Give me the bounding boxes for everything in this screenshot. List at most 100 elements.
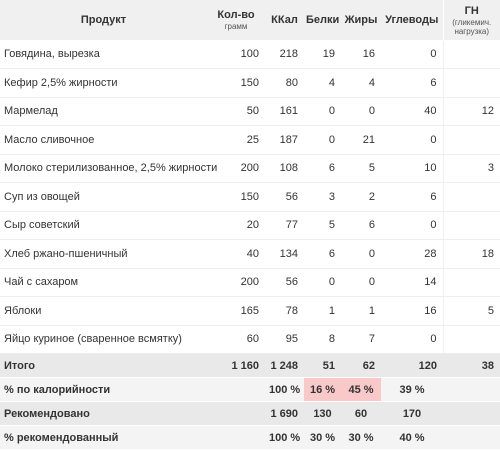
cell-gl: [443, 68, 500, 98]
cell-gl: [443, 182, 500, 212]
table-row: Хлеб ржано-пшеничный 40 134 6 0 28 18: [0, 239, 500, 269]
total-carbs: 120: [381, 353, 443, 378]
cell-protein: 19: [304, 40, 341, 69]
cell-fat: 4: [341, 68, 381, 98]
cell-qty: 150: [207, 182, 265, 212]
cell-kcal: 134: [265, 239, 304, 269]
calorie-pct-label: % по калорийности: [0, 377, 207, 402]
table-row: Яблоки 165 78 1 1 16 5: [0, 296, 500, 326]
product-name: Яйцо куриное (сваренное всмятку): [0, 325, 207, 354]
cell-carbs: 6: [381, 182, 444, 212]
calorie-pct-fat: 45 %: [341, 377, 381, 402]
cell-gl: 18: [443, 239, 500, 269]
recommended-pct-carbs: 40 %: [381, 425, 443, 450]
cell-gl: [443, 40, 500, 69]
cell-carbs: 16: [381, 296, 444, 326]
cell-qty: 200: [207, 154, 265, 183]
table-row: Масло сливочное 25 187 0 21 0: [0, 125, 500, 155]
cell-gl: [443, 125, 500, 155]
total-label: Итого: [0, 353, 207, 378]
table-row: Кефир 2,5% жирности 150 80 4 4 6: [0, 68, 500, 98]
product-name: Масло сливочное: [0, 125, 207, 155]
table-row: Чай с сахаром 200 56 0 0 14: [0, 268, 500, 297]
cell-fat: 7: [341, 325, 381, 354]
header-gl-note: (гликемич. нагрузка): [452, 17, 492, 36]
product-name: Кефир 2,5% жирности: [0, 68, 207, 98]
total-protein: 51: [304, 353, 341, 378]
cell-protein: 8: [304, 325, 341, 354]
cell-qty: 100: [207, 40, 265, 69]
cell-protein: 5: [304, 211, 341, 240]
cell-protein: 6: [304, 239, 341, 269]
recommended-pct-kcal: 100 %: [265, 425, 304, 450]
product-name: Мармелад: [0, 97, 207, 126]
product-name: Хлеб ржано-пшеничный: [0, 239, 207, 269]
recommended-pct-label: % рекомендованный: [0, 425, 207, 450]
cell-fat: 2: [341, 182, 381, 212]
product-name: Говядина, вырезка: [0, 40, 207, 69]
cell-gl: 12: [443, 97, 500, 126]
product-name: Молоко стерилизованное, 2,5% жирности: [0, 154, 217, 183]
cell-protein: 1: [304, 296, 341, 326]
cell-carbs: 10: [381, 154, 444, 183]
calorie-pct-row: % по калорийности 100 % 16 % 45 % 39 %: [0, 377, 500, 402]
cell-protein: 0: [304, 268, 341, 297]
table-row: Сыр советский 20 77 5 6 0: [0, 211, 500, 240]
total-qty: 1 160: [207, 353, 265, 378]
recommended-kcal: 1 690: [265, 401, 304, 426]
cell-qty: 40: [207, 239, 265, 269]
cell-carbs: 0: [381, 40, 444, 69]
cell-fat: 21: [341, 125, 381, 155]
calorie-pct-carbs: 39 %: [381, 377, 443, 402]
calorie-pct-kcal: 100 %: [265, 377, 304, 402]
cell-qty: 60: [207, 325, 265, 354]
cell-kcal: 108: [265, 154, 304, 183]
cell-protein: 0: [304, 125, 341, 155]
cell-kcal: 161: [265, 97, 304, 126]
total-row: Итого 1 160 1 248 51 62 120 38: [0, 353, 500, 378]
cell-carbs: 0: [381, 211, 444, 240]
cell-kcal: 78: [265, 296, 304, 326]
header-row: Продукт Кол-во грамм ККал Белки Жиры Угле…: [0, 0, 500, 41]
table-row: Суп из овощей 150 56 3 2 6: [0, 182, 500, 212]
cell-gl: [443, 325, 500, 354]
recommended-row: Рекомендовано 1 690 130 60 170: [0, 401, 500, 426]
product-name: Яблоки: [0, 296, 207, 326]
table-row: Яйцо куриное (сваренное всмятку) 60 95 8 7 0: [0, 325, 500, 354]
recommended-pct-fat: 30 %: [341, 425, 381, 450]
cell-fat: 16: [341, 40, 381, 69]
cell-kcal: 56: [265, 182, 304, 212]
product-name: Сыр советский: [0, 211, 207, 240]
cell-gl: 5: [443, 296, 500, 326]
total-kcal: 1 248: [265, 353, 304, 378]
table-row: Говядина, вырезка 100 218 19 16 0: [0, 40, 500, 69]
cell-qty: 20: [207, 211, 265, 240]
recommended-label: Рекомендовано: [0, 401, 207, 426]
cell-kcal: 187: [265, 125, 304, 155]
header-qty-unit: грамм: [224, 22, 248, 32]
cell-fat: 5: [341, 154, 381, 183]
cell-fat: 0: [341, 97, 381, 126]
cell-fat: 0: [341, 268, 381, 297]
header-gl: ГН (гликемич. нагрузка): [443, 0, 500, 41]
cell-carbs: 28: [381, 239, 444, 269]
cell-qty: 25: [207, 125, 265, 155]
header-carbs: Углеводы: [381, 0, 444, 41]
calorie-pct-protein: 16 %: [304, 377, 341, 402]
cell-kcal: 77: [265, 211, 304, 240]
cell-qty: 50: [207, 97, 265, 126]
cell-carbs: 6: [381, 68, 444, 98]
cell-protein: 0: [304, 97, 341, 126]
header-protein: Белки: [304, 0, 341, 41]
cell-protein: 4: [304, 68, 341, 98]
cell-fat: 6: [341, 211, 381, 240]
recommended-carbs: 170: [381, 401, 443, 426]
cell-protein: 3: [304, 182, 341, 212]
cell-kcal: 56: [265, 268, 304, 297]
total-gl: 38: [443, 353, 500, 378]
header-product: Продукт: [0, 0, 207, 41]
cell-carbs: 0: [381, 325, 444, 354]
table-row: Мармелад 50 161 0 0 40 12: [0, 97, 500, 126]
cell-carbs: 40: [381, 97, 444, 126]
